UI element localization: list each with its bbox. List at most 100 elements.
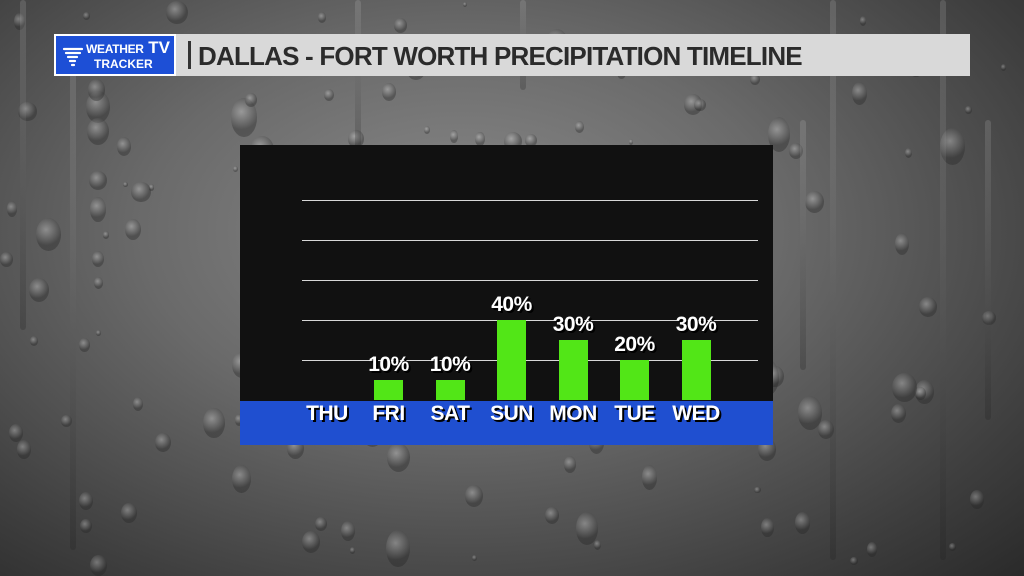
raindrop	[89, 170, 107, 190]
raindrop	[155, 432, 172, 452]
raindrop	[232, 465, 251, 494]
raindrop	[694, 99, 706, 112]
raindrop	[564, 456, 576, 473]
bar-sun	[497, 320, 526, 400]
raindrop	[851, 81, 868, 106]
raindrop	[14, 13, 25, 30]
raindrop	[314, 516, 328, 532]
raindrop	[919, 297, 937, 317]
raindrop	[423, 125, 430, 135]
raindrop	[471, 554, 477, 561]
raindrop	[594, 540, 602, 551]
raindrop	[95, 330, 102, 337]
raindrop	[92, 250, 104, 267]
tick-label-fri: FRI	[372, 402, 405, 425]
bar-mon	[558, 340, 588, 400]
logo-text-tv: TV	[148, 38, 170, 57]
raindrop	[524, 133, 538, 147]
raindrop	[948, 543, 957, 552]
raindrop	[121, 503, 138, 523]
raindrop	[324, 89, 335, 102]
raindrop	[131, 182, 151, 202]
raindrop	[341, 520, 356, 542]
raindrop	[450, 130, 458, 143]
raindrop	[795, 512, 811, 534]
tornado-icon	[62, 47, 84, 67]
raindrop	[0, 252, 13, 268]
raindrop	[8, 423, 24, 442]
raindrop	[894, 232, 909, 256]
raindrop	[231, 98, 257, 138]
raindrop	[244, 93, 257, 107]
data-label-tue: 20%	[614, 333, 655, 356]
raindrop	[87, 79, 106, 101]
bar-tue	[620, 360, 649, 400]
data-label-sun: 40%	[491, 293, 532, 316]
raindrop	[545, 507, 559, 525]
data-label-fri: 10%	[368, 353, 409, 376]
tick-label-tue: TUE	[614, 402, 655, 425]
raindrop	[628, 138, 633, 146]
gridline	[302, 240, 758, 241]
tick-label-mon: MON	[549, 402, 597, 425]
raindrop	[575, 511, 599, 545]
raindrop	[982, 310, 997, 326]
raindrop	[102, 231, 110, 239]
raindrop	[79, 492, 94, 511]
rain-streak	[985, 120, 991, 420]
raindrop	[866, 542, 877, 557]
raindrop	[393, 17, 407, 33]
raindrop	[80, 518, 93, 533]
logo-text-tracker: TRACKER	[94, 57, 153, 71]
raindrop	[789, 143, 804, 160]
raindrop	[16, 440, 31, 459]
raindrop	[939, 128, 966, 166]
raindrop	[891, 404, 907, 424]
raindrop	[29, 278, 50, 303]
header-divider	[188, 41, 191, 69]
raindrop	[475, 132, 485, 147]
raindrop	[35, 217, 61, 251]
raindrop	[859, 16, 867, 26]
data-label-wed: 30%	[675, 313, 717, 336]
raindrop	[133, 397, 144, 411]
raindrop	[90, 554, 108, 576]
raindrop	[905, 148, 912, 159]
page-title: DALLAS - FORT WORTH PRECIPITATION TIMELI…	[198, 41, 803, 71]
raindrop	[348, 129, 365, 149]
raindrop	[350, 547, 356, 554]
raindrop	[123, 182, 128, 188]
rain-streak	[940, 0, 946, 560]
raindrop	[79, 337, 91, 353]
raindrop	[82, 11, 91, 20]
raindrop	[915, 386, 926, 400]
tick-label-sat: SAT	[430, 402, 470, 425]
raindrop	[386, 529, 410, 567]
bar-fri	[374, 380, 403, 400]
bar-sat	[435, 380, 465, 400]
tick-label-sun: SUN	[490, 402, 533, 425]
gridline	[302, 280, 758, 281]
raindrop	[232, 165, 239, 173]
raindrop	[235, 414, 244, 426]
rain-streak	[70, 50, 76, 550]
data-label-mon: 30%	[552, 313, 594, 336]
raindrop	[915, 379, 935, 404]
raindrop	[804, 191, 824, 214]
title-bar: WEATHER TRACKER TV DALLAS - FORT WORTH P…	[54, 34, 970, 76]
raindrop	[90, 197, 106, 222]
raindrop	[965, 105, 972, 115]
raindrop	[850, 557, 858, 565]
bar-wed	[681, 340, 711, 400]
raindrop	[93, 277, 104, 290]
rain-streak	[800, 120, 806, 370]
logo-text-weather: WEATHER	[86, 42, 144, 56]
raindrop	[301, 531, 320, 554]
raindrop	[387, 442, 411, 472]
raindrop	[166, 0, 188, 24]
rain-streak	[20, 0, 26, 330]
raindrop	[318, 12, 327, 24]
raindrop	[767, 116, 791, 153]
raindrop	[575, 120, 585, 133]
data-label-sat: 10%	[429, 353, 471, 376]
